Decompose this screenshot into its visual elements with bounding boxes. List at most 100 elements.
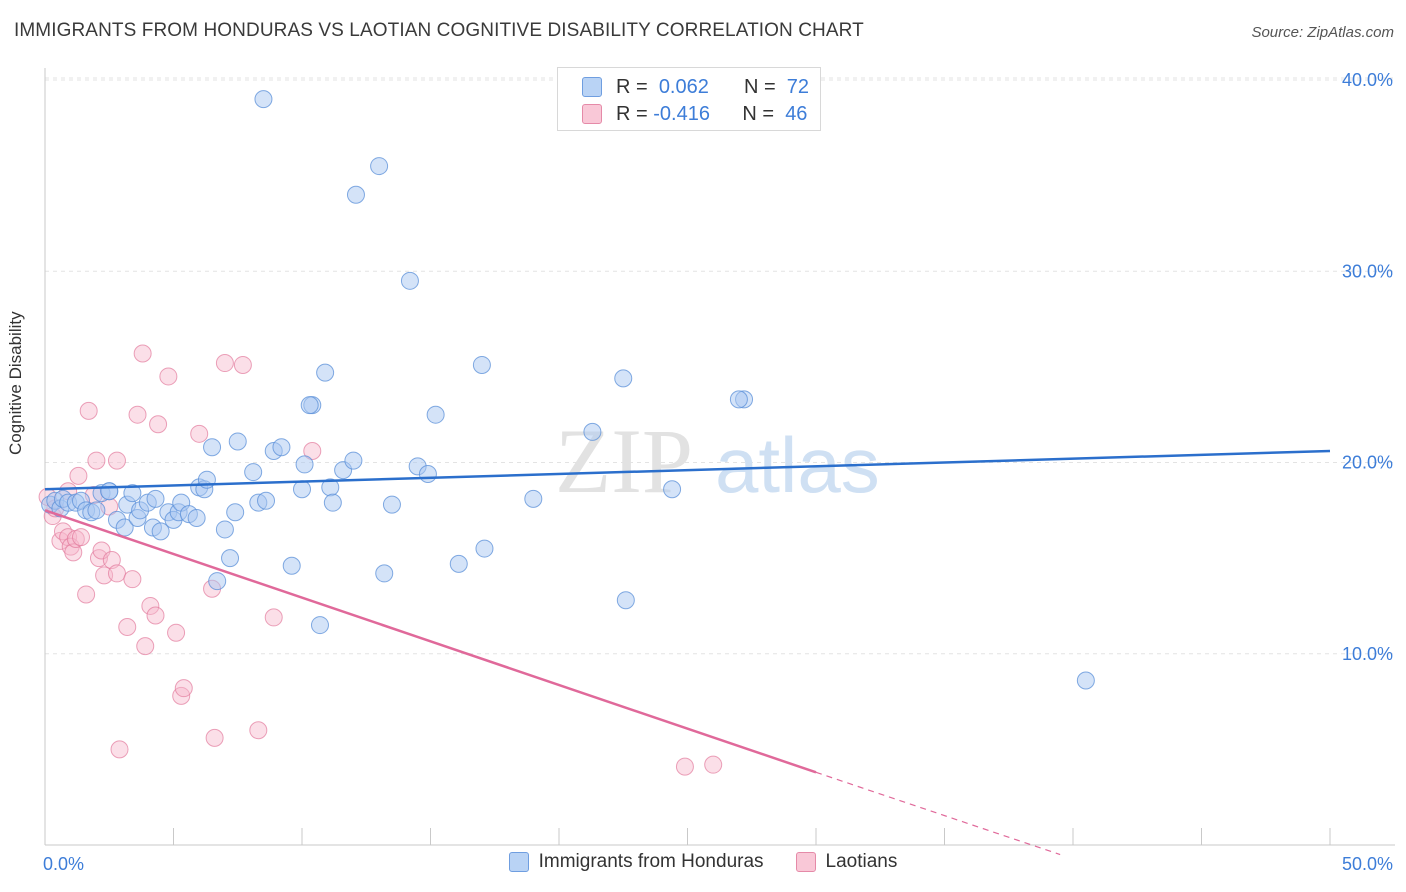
laotians-point [159, 367, 178, 386]
legend-label: Immigrants from Honduras [538, 851, 764, 872]
honduras-point [382, 495, 401, 514]
laotians-point [136, 637, 155, 656]
legend-n-value: 46 [785, 102, 808, 125]
laotians-point [167, 623, 186, 642]
source-label: Source: ZipAtlas.com [1251, 24, 1394, 41]
watermark: ZIP atlas [555, 410, 880, 512]
honduras-point [228, 432, 247, 451]
laotians-point [123, 570, 142, 589]
laotians-point [264, 608, 283, 627]
honduras-point [472, 355, 491, 374]
legend-row-honduras: R = 0.062 N = 72 [582, 74, 809, 100]
x-tick-label: 0.0% [43, 854, 84, 874]
laotians-point [102, 551, 121, 570]
honduras-point [316, 363, 335, 382]
honduras-point [272, 438, 291, 457]
laotians-point [215, 354, 234, 373]
honduras-point [310, 616, 329, 635]
laotians-point [118, 617, 137, 636]
laotians-point [704, 755, 723, 774]
x-tick-labels: 0.0% 50.0% [43, 854, 1393, 874]
honduras-point [254, 90, 273, 109]
laotians-trend-line [44, 509, 817, 774]
legend-n-label: N = [742, 102, 775, 125]
y-tick-label: 30.0% [1342, 261, 1393, 281]
legend-r-value: -0.416 [653, 102, 710, 125]
honduras-point [614, 369, 633, 388]
honduras-trend-line [44, 449, 1331, 491]
legend-swatch-blue [582, 77, 602, 97]
trend-lines [44, 449, 1331, 856]
legend-row-laotians: R = -0.416 N = 46 [582, 101, 807, 127]
legend-swatch-blue [508, 852, 529, 872]
legend-r-label: R = [616, 102, 648, 125]
laotians-point [79, 401, 98, 420]
legend-n-value: 72 [786, 75, 809, 98]
laotians-point [107, 451, 126, 470]
chart-title: IMMIGRANTS FROM HONDURAS VS LAOTIAN COGN… [14, 20, 864, 41]
laotians-point [249, 721, 268, 740]
honduras-point [151, 522, 170, 541]
honduras-point [100, 482, 119, 501]
honduras-point [375, 564, 394, 583]
x-tick-label: 50.0% [1342, 854, 1393, 874]
laotians-point [64, 543, 83, 562]
honduras-point [400, 271, 419, 290]
honduras-point [282, 556, 301, 575]
y-tick-label: 20.0% [1342, 453, 1393, 473]
honduras-point [346, 185, 365, 204]
honduras-point [123, 484, 142, 503]
honduras-point [293, 480, 311, 499]
honduras-point [583, 422, 602, 441]
laotians-point [174, 679, 193, 698]
honduras-point [300, 396, 319, 415]
honduras-points [41, 90, 1095, 690]
honduras-point [187, 508, 206, 527]
honduras-point [115, 518, 134, 537]
laotians-points [38, 344, 723, 776]
honduras-point [449, 554, 468, 573]
correlation-legend: R = 0.062 N = 72 R = -0.416 N = 46 [557, 67, 821, 131]
y-tick-label: 10.0% [1342, 644, 1393, 664]
honduras-point [257, 491, 276, 510]
laotians-point [149, 415, 168, 434]
legend-item-laotians: Laotians [795, 851, 897, 873]
laotians-point [205, 728, 224, 747]
honduras-point [524, 489, 543, 508]
honduras-point [663, 480, 682, 499]
honduras-point [323, 493, 342, 512]
laotians-point [190, 424, 209, 443]
honduras-point [729, 390, 748, 409]
y-tick-labels: 10.0% 20.0% 30.0% 40.0% [1342, 70, 1393, 664]
laotians-point [146, 606, 165, 625]
legend-item-honduras: Immigrants from Honduras [508, 851, 764, 873]
laotians-point [107, 564, 126, 583]
laotians-point [69, 466, 88, 485]
honduras-point [221, 549, 240, 568]
legend-r-value: 0.062 [658, 75, 709, 98]
laotians-point [141, 596, 160, 615]
laotians-point [675, 757, 694, 776]
series-legend: Immigrants from Honduras Laotians [0, 851, 1406, 873]
honduras-point [215, 520, 234, 539]
honduras-point [344, 451, 363, 470]
legend-r-label: R = [616, 75, 648, 98]
axes [44, 68, 1395, 846]
honduras-point [226, 503, 245, 522]
honduras-point [295, 455, 314, 474]
honduras-point [244, 463, 263, 482]
honduras-point [1076, 671, 1095, 690]
laotians-point [303, 442, 322, 461]
honduras-point [475, 539, 494, 558]
laotians-point [128, 405, 147, 424]
laotians-point [233, 355, 252, 374]
honduras-point [426, 405, 445, 424]
legend-swatch-pink [582, 104, 602, 124]
laotians-point [77, 585, 96, 604]
honduras-point [418, 464, 437, 483]
laotians-point [133, 344, 152, 363]
honduras-point [208, 572, 227, 591]
honduras-point [370, 157, 389, 176]
laotians-point [87, 451, 106, 470]
